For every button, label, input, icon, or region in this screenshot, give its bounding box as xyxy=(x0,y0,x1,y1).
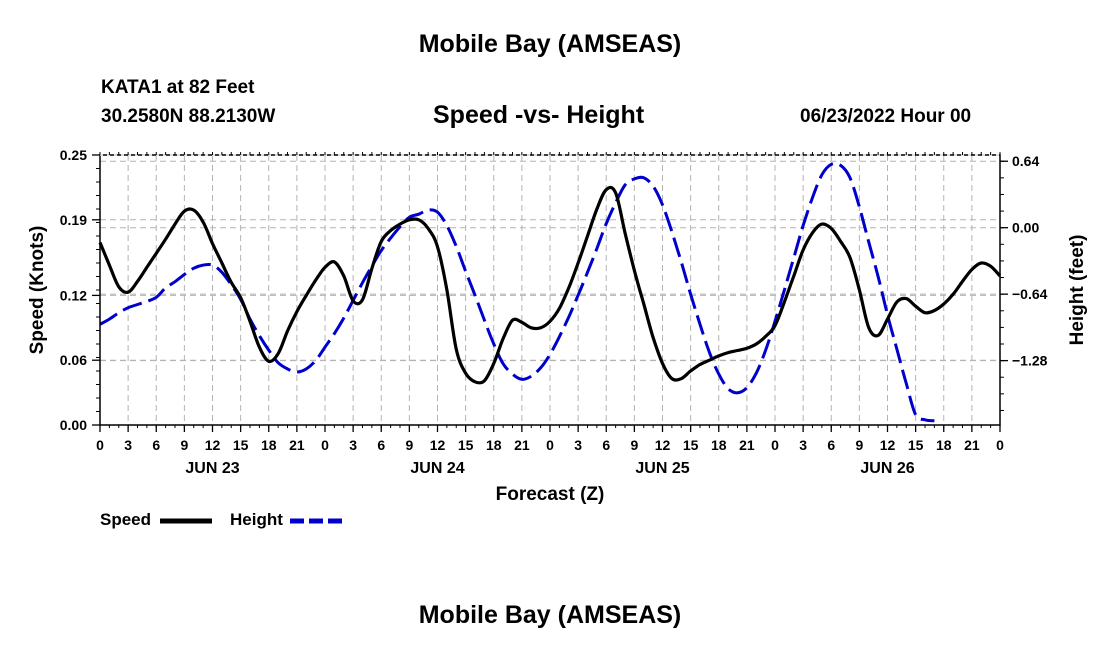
x-tick-label: 15 xyxy=(908,437,924,453)
y-tick-label: 0.12 xyxy=(60,287,87,303)
x-tick-label: 6 xyxy=(152,437,160,453)
grid-lines xyxy=(100,155,1000,425)
y-tick-label: 0.19 xyxy=(60,212,87,228)
forecast-run-time: 06/23/2022 Hour 00 xyxy=(800,106,972,127)
axes: 0 3 6 9 12 15 18 21 0 3 6 9 12 15 18 21 0 3 6 9 12 15 18 21 0 3 6 9… xyxy=(60,147,1048,477)
chart-title: Speed -vs- Height xyxy=(433,101,645,129)
date-label: JUN 25 xyxy=(635,460,689,477)
x-tick-label: 6 xyxy=(602,437,610,453)
x-tick-label: 6 xyxy=(827,437,835,453)
speed-height-chart: 0 3 6 9 12 15 18 21 0 3 6 9 12 15 18 21 0 3 6 9 12 15 18 21 0 3 6 9… xyxy=(27,147,1088,529)
x-axis-label: Forecast (Z) xyxy=(496,484,605,505)
series-speed-line xyxy=(98,185,1002,385)
x-tick-label: 0 xyxy=(96,437,104,453)
legend-speed-label: Speed xyxy=(100,510,151,529)
x-tick-label: 9 xyxy=(405,437,413,453)
y-tick-label: 0.06 xyxy=(60,352,87,368)
date-label: JUN 26 xyxy=(860,460,914,477)
x-tick-label: 12 xyxy=(655,437,671,453)
x-tick-label: 21 xyxy=(514,437,530,453)
y-tick-label: 0.25 xyxy=(60,147,87,163)
x-tick-label: 12 xyxy=(880,437,896,453)
y2-axis-label: Height (feet) xyxy=(1067,235,1088,346)
x-tick-label: 18 xyxy=(261,437,277,453)
x-tick-label: 21 xyxy=(964,437,980,453)
x-tick-label: 18 xyxy=(486,437,502,453)
x-tick-label: 3 xyxy=(349,437,357,453)
x-tick-label: 15 xyxy=(233,437,249,453)
x-tick-label: 18 xyxy=(711,437,727,453)
x-tick-label: 9 xyxy=(855,437,863,453)
x-tick-label: 12 xyxy=(430,437,446,453)
y2-tick-label: −0.64 xyxy=(1012,286,1048,302)
x-tick-label: 18 xyxy=(936,437,952,453)
series-height-line xyxy=(99,161,935,423)
x-tick-label: 3 xyxy=(124,437,132,453)
y2-tick-label: 0.00 xyxy=(1012,220,1039,236)
legend: Speed Height xyxy=(100,510,342,529)
y2-tick-label: −1.28 xyxy=(1012,353,1048,369)
x-tick-label: 0 xyxy=(321,437,329,453)
series-layer xyxy=(98,161,1002,423)
x-tick-label: 0 xyxy=(771,437,779,453)
y-axis-label: Speed (Knots) xyxy=(27,226,48,355)
legend-height-label: Height xyxy=(230,510,283,529)
date-label: JUN 23 xyxy=(185,460,239,477)
date-label: JUN 24 xyxy=(410,460,464,477)
x-tick-label: 12 xyxy=(205,437,221,453)
x-tick-label: 6 xyxy=(377,437,385,453)
x-tick-label: 0 xyxy=(996,437,1004,453)
page-title: Mobile Bay (AMSEAS) xyxy=(418,30,682,58)
x-tick-label: 9 xyxy=(180,437,188,453)
x-tick-label: 0 xyxy=(546,437,554,453)
x-tick-label: 9 xyxy=(630,437,638,453)
x-tick-label: 15 xyxy=(683,437,699,453)
station-coordinates: 30.2580N 88.2130W xyxy=(101,106,276,127)
x-tick-label: 3 xyxy=(574,437,582,453)
station-name: KATA1 at 82 Feet xyxy=(101,77,255,98)
x-tick-label: 15 xyxy=(458,437,474,453)
x-tick-label: 21 xyxy=(289,437,305,453)
x-tick-label: 3 xyxy=(799,437,807,453)
footer-title: Mobile Bay (AMSEAS) xyxy=(418,601,682,629)
y2-tick-label: 0.64 xyxy=(1012,153,1039,169)
x-tick-label: 21 xyxy=(739,437,755,453)
y-tick-label: 0.00 xyxy=(60,417,87,433)
